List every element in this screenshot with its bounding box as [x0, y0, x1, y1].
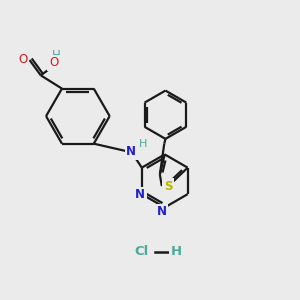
- Text: S: S: [164, 180, 172, 193]
- Text: N: N: [126, 145, 136, 158]
- Text: Cl: Cl: [134, 245, 148, 258]
- Text: O: O: [19, 53, 28, 66]
- Text: H: H: [139, 139, 147, 148]
- Text: H: H: [52, 50, 61, 62]
- Text: N: N: [157, 205, 167, 218]
- Text: O: O: [49, 56, 58, 69]
- Text: N: N: [135, 188, 145, 201]
- Text: H: H: [170, 245, 182, 258]
